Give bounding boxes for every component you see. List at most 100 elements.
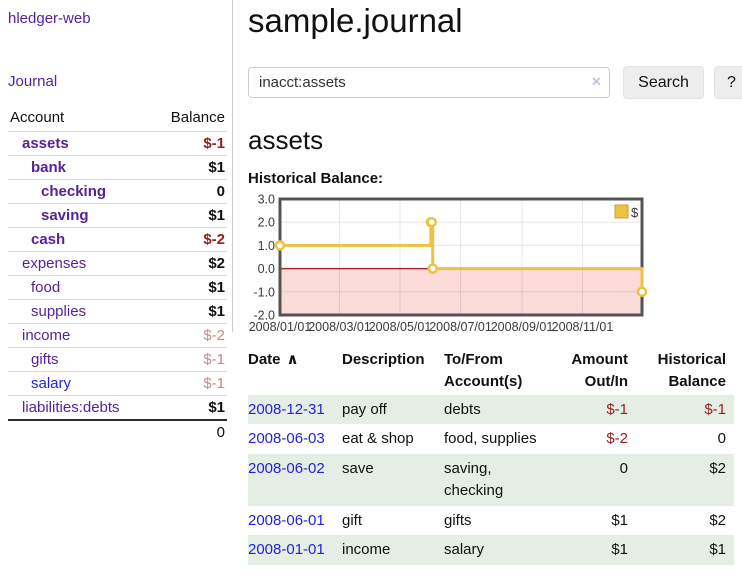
account-link[interactable]: saving: [41, 207, 89, 224]
main-content: sample.journal × Search ? assets Histori…: [233, 0, 742, 582]
accounts-total-row: 0: [8, 419, 227, 444]
accounts-total-spacer: [8, 419, 153, 444]
account-link[interactable]: salary: [31, 375, 72, 392]
register-description-cell: pay off: [342, 400, 387, 418]
clear-search-icon[interactable]: ×: [591, 73, 601, 91]
account-name-cell: assets: [8, 132, 153, 156]
register-date-cell: 2008-06-03: [248, 424, 342, 454]
register-date-cell: 2008-01-01: [248, 535, 342, 565]
transaction-date-link[interactable]: 2008-06-01: [248, 511, 325, 529]
account-name-cell: saving: [8, 204, 153, 228]
register-amount-cell: $-2: [606, 430, 628, 448]
search-input[interactable]: [248, 67, 610, 98]
register-description-cell: eat & shop: [342, 430, 414, 448]
accounts-header-balance: Balance: [152, 107, 227, 132]
sidebar: hledger-web Journal Account Balance asse…: [0, 0, 233, 582]
account-row: expenses $2: [8, 252, 227, 276]
help-button[interactable]: ?: [714, 66, 742, 99]
register-balance-cell: $2: [709, 511, 726, 529]
account-row: cash $-2: [8, 228, 227, 252]
account-link[interactable]: supplies: [31, 303, 87, 320]
account-name-cell: bank: [8, 156, 153, 180]
register-amount-cell: $1: [611, 511, 628, 529]
account-row: supplies $1: [8, 300, 227, 324]
account-balance: $-1: [203, 375, 225, 392]
account-row: checking 0: [8, 180, 227, 204]
account-row: salary $-1: [8, 372, 227, 396]
svg-text:1.0: 1.0: [258, 239, 275, 253]
account-balance: $-1: [203, 351, 225, 368]
svg-text:-2.0: -2.0: [253, 309, 275, 323]
svg-text:3.0: 3.0: [258, 194, 275, 207]
sort-asc-icon: ∧: [286, 351, 299, 368]
account-name-cell: liabilities:debts: [8, 396, 153, 421]
register-amount-cell: $1: [611, 541, 628, 559]
register-row: 2008-06-03 eat & shop food, supplies $-2 0: [248, 424, 734, 454]
register-header-description: Description: [342, 351, 425, 368]
chart-legend: $: [614, 204, 639, 220]
register-accounts-cell: saving, checking: [444, 460, 504, 499]
account-name-cell: cash: [8, 228, 153, 252]
register-date-cell: 2008-06-02: [248, 454, 342, 506]
svg-text:2008/07/01: 2008/07/01: [429, 320, 492, 334]
register-balance-cell: 0: [717, 430, 726, 448]
negative-region: [280, 268, 642, 315]
register-row: 2008-01-01 income salary $1 $1: [248, 535, 734, 565]
account-link[interactable]: gifts: [31, 351, 59, 368]
svg-text:-1.0: -1.0: [253, 285, 275, 299]
account-link[interactable]: liabilities:debts: [22, 399, 120, 416]
transaction-date-link[interactable]: 2008-06-02: [248, 460, 325, 477]
register-amount-cell: 0: [619, 460, 628, 477]
page-title: sample.journal: [248, 2, 463, 39]
svg-text:2008/05/01: 2008/05/01: [369, 320, 432, 334]
search-button[interactable]: Search: [623, 66, 704, 99]
register-description-cell: gift: [342, 511, 363, 529]
account-heading: assets: [248, 125, 324, 155]
register-accounts-cell: salary: [444, 541, 485, 559]
account-link[interactable]: expenses: [22, 255, 87, 272]
account-link[interactable]: cash: [31, 231, 66, 248]
svg-text:2.0: 2.0: [258, 216, 275, 230]
account-row: liabilities:debts $1: [8, 396, 227, 421]
transaction-date-link[interactable]: 2008-01-01: [248, 541, 325, 559]
register-header-accounts: To/From Account(s): [444, 351, 523, 390]
account-name-cell: expenses: [8, 252, 153, 276]
register-header-balance: Historical Balance: [657, 351, 726, 390]
account-balance: $1: [208, 207, 225, 224]
account-name-cell: gifts: [8, 348, 153, 372]
accounts-header-row: Account Balance: [8, 107, 227, 132]
account-name-cell: checking: [8, 180, 153, 204]
account-row: assets $-1: [8, 132, 227, 156]
register-accounts-cell: debts: [444, 400, 481, 418]
account-name-cell: income: [8, 324, 153, 348]
register-balance-cell: $2: [709, 460, 726, 477]
sidebar-item-journal[interactable]: Journal: [8, 73, 58, 90]
register-row: 2008-06-01 gift gifts $1 $2: [248, 506, 734, 536]
account-link[interactable]: food: [31, 279, 61, 296]
transaction-date-link[interactable]: 2008-12-31: [248, 400, 325, 418]
account-balance: $1: [208, 159, 225, 176]
svg-text:2008/11/01: 2008/11/01: [552, 320, 614, 334]
register-date-cell: 2008-06-01: [248, 506, 342, 536]
account-balance: $-1: [203, 135, 225, 152]
register-balance-cell: $-1: [704, 400, 726, 418]
account-balance: $-2: [203, 231, 225, 248]
account-balance: $1: [208, 399, 225, 416]
account-name-cell: salary: [8, 372, 153, 396]
account-row: income $-2: [8, 324, 227, 348]
register-amount-cell: $-1: [606, 400, 628, 418]
register-balance-cell: $1: [709, 541, 726, 559]
accounts-header-account: Account: [8, 107, 153, 132]
register-accounts-cell: food, supplies: [444, 430, 537, 448]
app-title-link[interactable]: hledger-web: [8, 10, 91, 27]
app-title: hledger-web: [8, 10, 233, 27]
account-link[interactable]: income: [22, 327, 71, 344]
account-link[interactable]: checking: [41, 183, 107, 200]
register-date-cell: 2008-12-31: [248, 395, 342, 425]
account-link[interactable]: bank: [31, 159, 67, 176]
account-row: bank $1: [8, 156, 227, 180]
account-link[interactable]: assets: [22, 135, 69, 152]
register-header-row: Date ∧ Description To/From Account(s) Amo…: [248, 347, 734, 395]
transaction-date-link[interactable]: 2008-06-03: [248, 430, 325, 448]
historical-balance-chart[interactable]: $3.0 2.0 1.0 0.0 -1.0 -2.0 2008/01/01 2008/03/0…: [248, 193, 668, 334]
